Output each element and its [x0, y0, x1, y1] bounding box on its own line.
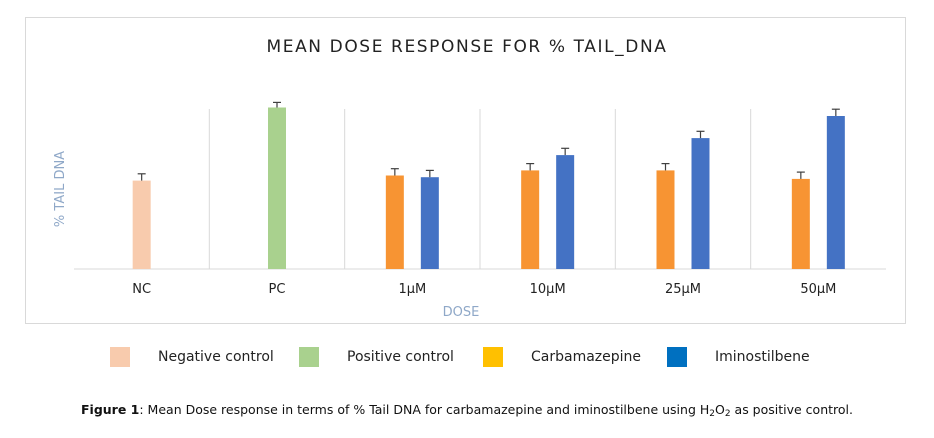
- bar-carbamazepine-10-m: [521, 170, 540, 269]
- caption-sub-1: 2: [709, 409, 715, 419]
- caption-label: Figure 1: [81, 402, 140, 417]
- legend-item-negative-control: Negative control: [110, 345, 274, 369]
- bar-positive-control-pc: [268, 107, 286, 269]
- legend-item-iminostilbene: Iminostilbene: [667, 345, 810, 369]
- caption-text-mid: O: [714, 402, 725, 417]
- x-tick-label-1-m: 1µM: [398, 282, 426, 297]
- legend-swatch-carbamazepine: [483, 347, 503, 367]
- caption-sub-2: 2: [724, 409, 731, 419]
- legend-swatch-iminostilbene: [667, 347, 687, 367]
- bar-iminostilbene-10-m: [556, 155, 575, 269]
- bar-carbamazepine-1-m: [385, 175, 404, 269]
- x-tick-label-nc: NC: [132, 282, 151, 297]
- chart-title: MEAN DOSE RESPONSE FOR % TAIL_DNA: [266, 37, 667, 57]
- legend-label-positive-control: Positive control: [347, 349, 454, 365]
- x-tick-label-25-m: 25µM: [665, 282, 701, 297]
- legend-item-carbamazepine: Carbamazepine: [483, 345, 641, 369]
- legend-swatch-negative-control: [110, 347, 130, 367]
- legend-item-positive-control: Positive control: [299, 345, 454, 369]
- caption-text-before: : Mean Dose response in terms of % Tail …: [139, 402, 710, 417]
- bar-carbamazepine-25-m: [656, 170, 675, 269]
- x-tick-label-10-m: 10µM: [530, 282, 566, 297]
- legend-swatch-positive-control: [299, 347, 319, 367]
- x-axis-label: DOSE: [443, 305, 480, 320]
- legend: Negative control Positive control Carbam…: [0, 345, 934, 369]
- bar-iminostilbene-50-m: [826, 116, 845, 269]
- legend-label-negative-control: Negative control: [158, 349, 274, 365]
- legend-label-iminostilbene: Iminostilbene: [715, 349, 810, 365]
- legend-label-carbamazepine: Carbamazepine: [531, 349, 642, 365]
- caption-text-after: as positive control.: [730, 402, 853, 417]
- bar-carbamazepine-50-m: [791, 178, 810, 269]
- y-axis-label: % TAIL DNA: [53, 151, 68, 227]
- bar-negative-control-nc: [132, 180, 151, 269]
- chart-plot: MEAN DOSE RESPONSE FOR % TAIL_DNA % TAIL…: [53, 37, 886, 320]
- bar-iminostilbene-1-m: [420, 177, 439, 269]
- x-tick-label-pc: PC: [269, 282, 286, 297]
- x-tick-label-50-m: 50µM: [800, 282, 836, 297]
- bar-iminostilbene-25-m: [691, 138, 710, 269]
- chart-frame: [25, 17, 906, 324]
- figure-caption: Figure 1: Mean Dose response in terms of…: [0, 402, 934, 419]
